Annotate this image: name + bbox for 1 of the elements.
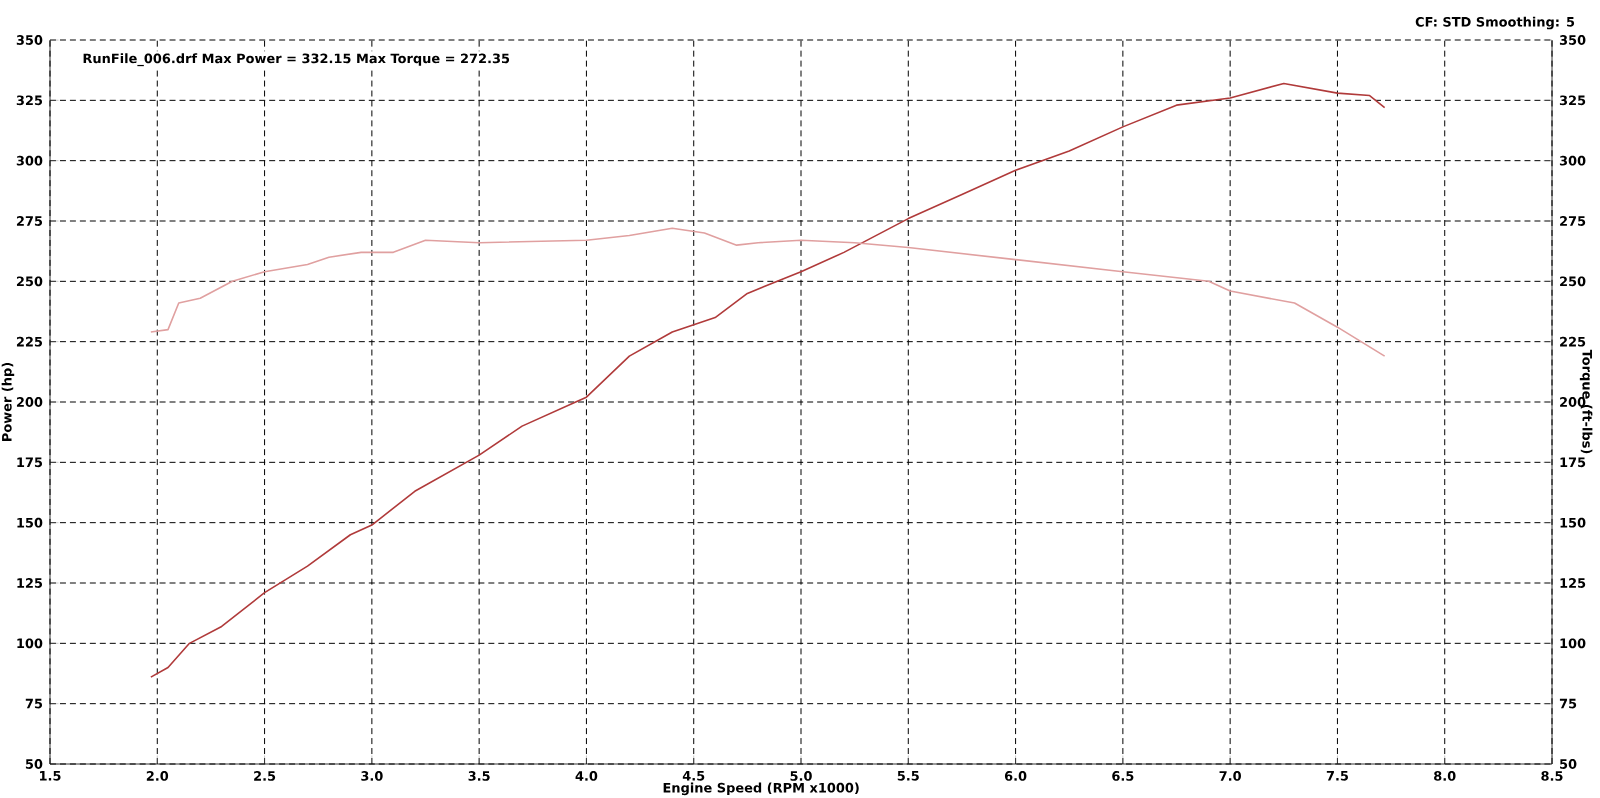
line-series xyxy=(150,227,1386,357)
